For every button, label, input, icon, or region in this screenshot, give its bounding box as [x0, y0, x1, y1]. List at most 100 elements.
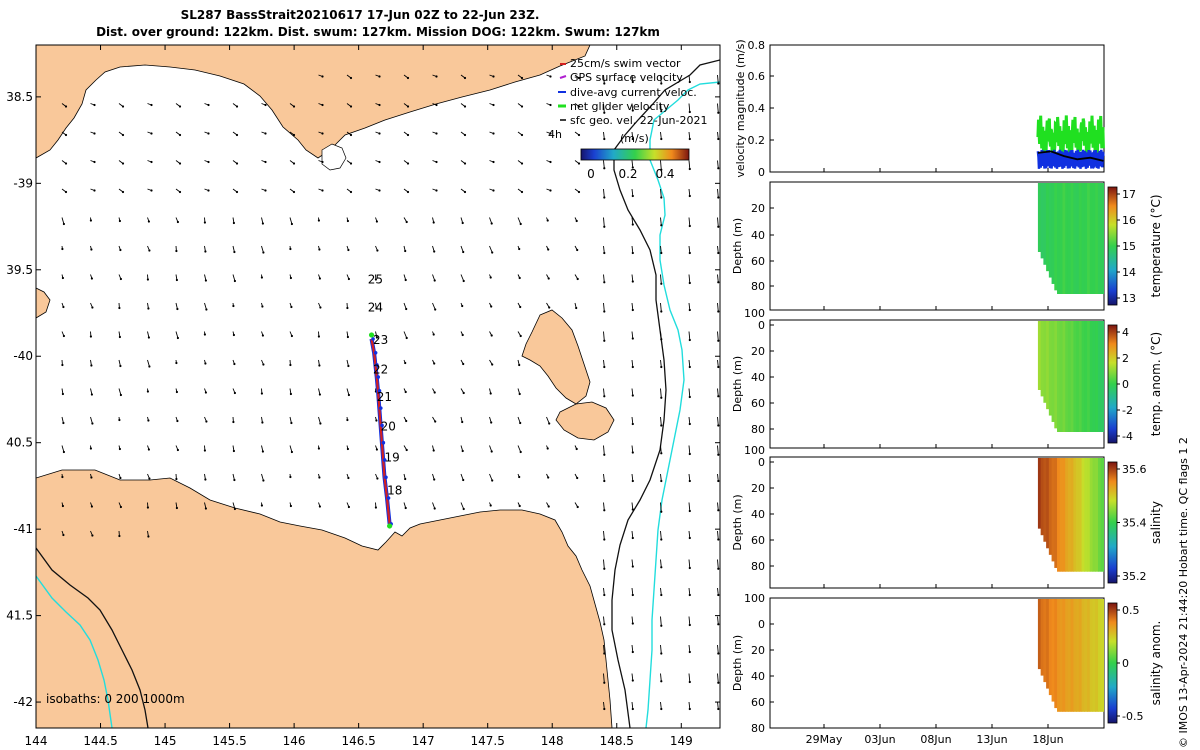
geo-velocity-arrowhead [376, 477, 379, 480]
geo-velocity-arrow [631, 103, 634, 111]
geo-velocity-arrowhead [119, 248, 122, 252]
colorbar-tick-02: 0.2 [618, 167, 637, 181]
geo-velocity-arrowhead [321, 103, 324, 107]
day-label: 19 [385, 451, 400, 465]
geo-velocity-arrowhead [490, 222, 493, 225]
geo-velocity-arrowhead [520, 133, 524, 137]
geo-velocity-arrowhead [233, 391, 236, 395]
geo-velocity-arrow [603, 245, 605, 254]
geo-velocity-arrowhead [463, 162, 467, 165]
geo-velocity-arrow [603, 331, 605, 341]
geo-velocity-arrowhead [631, 137, 634, 141]
geo-velocity-arrow [688, 160, 691, 170]
geo-velocity-arrowhead [519, 421, 522, 425]
profile-column [1054, 599, 1058, 709]
map-panel[interactable]: 25 24 23 22 21 20 19 18 144 144.5 145 145.5 146 146.… [6, 44, 721, 748]
profile-column [1037, 321, 1042, 390]
geo-velocity-arrow [717, 502, 719, 511]
colorbar-tick-label: 35.4 [1122, 517, 1147, 530]
profile-column [1051, 183, 1055, 284]
geo-velocity-arrowhead [232, 420, 235, 424]
geo-velocity-arrow [147, 359, 150, 367]
geo-velocity-arrowhead [347, 248, 350, 252]
geo-velocity-arrowhead [404, 506, 407, 510]
geo-velocity-arrowhead [233, 250, 236, 254]
geo-velocity-arrowhead [491, 251, 494, 254]
geo-velocity-arrowhead [688, 365, 691, 369]
colorbar-tick-label: 0.5 [1122, 604, 1140, 617]
profile-column [1087, 183, 1091, 294]
geo-velocity-arrow [603, 445, 605, 455]
geo-velocity-arrowhead [61, 504, 64, 508]
geo-velocity-arrowhead [631, 394, 634, 397]
geo-velocity-arrowhead [235, 105, 239, 108]
geo-velocity-arrowhead [660, 424, 663, 427]
geo-velocity-arrow [717, 530, 719, 540]
geo-velocity-arrow [660, 701, 662, 710]
geo-velocity-arrowhead [717, 509, 720, 512]
legend-geo-label: sfc geo. vel. 22-Jun-2021 [570, 114, 707, 127]
geo-velocity-arrowhead [378, 75, 381, 78]
geo-velocity-arrowhead [688, 650, 691, 654]
time-tick-label: 29May [806, 733, 843, 746]
geo-velocity-arrow [631, 160, 634, 168]
geo-velocity-arrow [688, 331, 691, 341]
geo-velocity-arrowhead [688, 80, 691, 84]
geo-velocity-arrowhead [688, 707, 691, 711]
geo-velocity-arrowhead [489, 504, 492, 507]
geo-velocity-arrowhead [492, 103, 495, 107]
profile-column [1092, 183, 1096, 294]
geo-velocity-arrowhead [603, 196, 606, 199]
geo-velocity-arrowhead [349, 133, 353, 137]
side-colorbar [1107, 186, 1118, 306]
map-xtick-label: 146.5 [341, 734, 375, 748]
geo-velocity-arrowhead [433, 279, 436, 282]
geo-velocity-arrowhead [347, 393, 350, 397]
profile-column [1067, 458, 1072, 572]
geo-velocity-arrow [631, 616, 634, 624]
geo-velocity-arrowhead [492, 160, 495, 164]
colorbar-label: salinity anom. [1149, 621, 1163, 706]
side-ytick-label: 80 [751, 560, 765, 573]
geo-velocity-arrowhead [631, 422, 634, 426]
glider-track [368, 332, 393, 529]
geo-velocity-arrowhead [631, 251, 634, 255]
geo-velocity-arrowhead [603, 395, 606, 398]
geo-velocity-arrow [688, 644, 691, 653]
geo-velocity-arrow [631, 274, 634, 282]
profile-column [1062, 183, 1066, 294]
geo-velocity-arrow [432, 302, 436, 310]
profile-column [1065, 183, 1069, 294]
geo-velocity-arrowhead [660, 624, 663, 627]
geo-velocity-arrowhead [119, 393, 122, 397]
geo-velocity-arrowhead [631, 593, 634, 597]
profile-column [1070, 458, 1075, 572]
geo-velocity-arrowhead [518, 276, 521, 280]
geo-velocity-arrow [717, 388, 719, 397]
geo-velocity-arrowhead [176, 220, 179, 224]
geo-velocity-arrowhead [90, 277, 93, 280]
side-colorbar [1107, 461, 1118, 584]
geo-velocity-arrow [460, 274, 465, 282]
geo-velocity-arrowhead [207, 189, 210, 192]
geo-velocity-arrowhead [203, 333, 206, 336]
geo-velocity-arrow [688, 388, 691, 398]
geo-velocity-arrow [517, 217, 522, 225]
side-ytick-label: 40 [751, 670, 765, 683]
profile-column [1076, 599, 1080, 712]
geo-velocity-arrow [660, 274, 662, 284]
profile-column [1065, 321, 1069, 432]
geo-velocity-arrowhead [347, 505, 350, 509]
geo-velocity-arrowhead [204, 362, 207, 365]
geo-velocity-arrowhead [603, 681, 606, 684]
geo-velocity-arrowhead [603, 251, 606, 255]
isobath-1000 [645, 81, 720, 728]
geo-velocity-arrowhead [290, 222, 293, 226]
geo-velocity-arrowhead [90, 476, 93, 479]
geo-velocity-arrowhead [660, 338, 663, 341]
geo-velocity-arrowhead [290, 334, 293, 338]
geo-velocity-arrowhead [346, 306, 349, 310]
geo-velocity-arrowhead [64, 105, 68, 108]
map-frame [35, 44, 721, 729]
